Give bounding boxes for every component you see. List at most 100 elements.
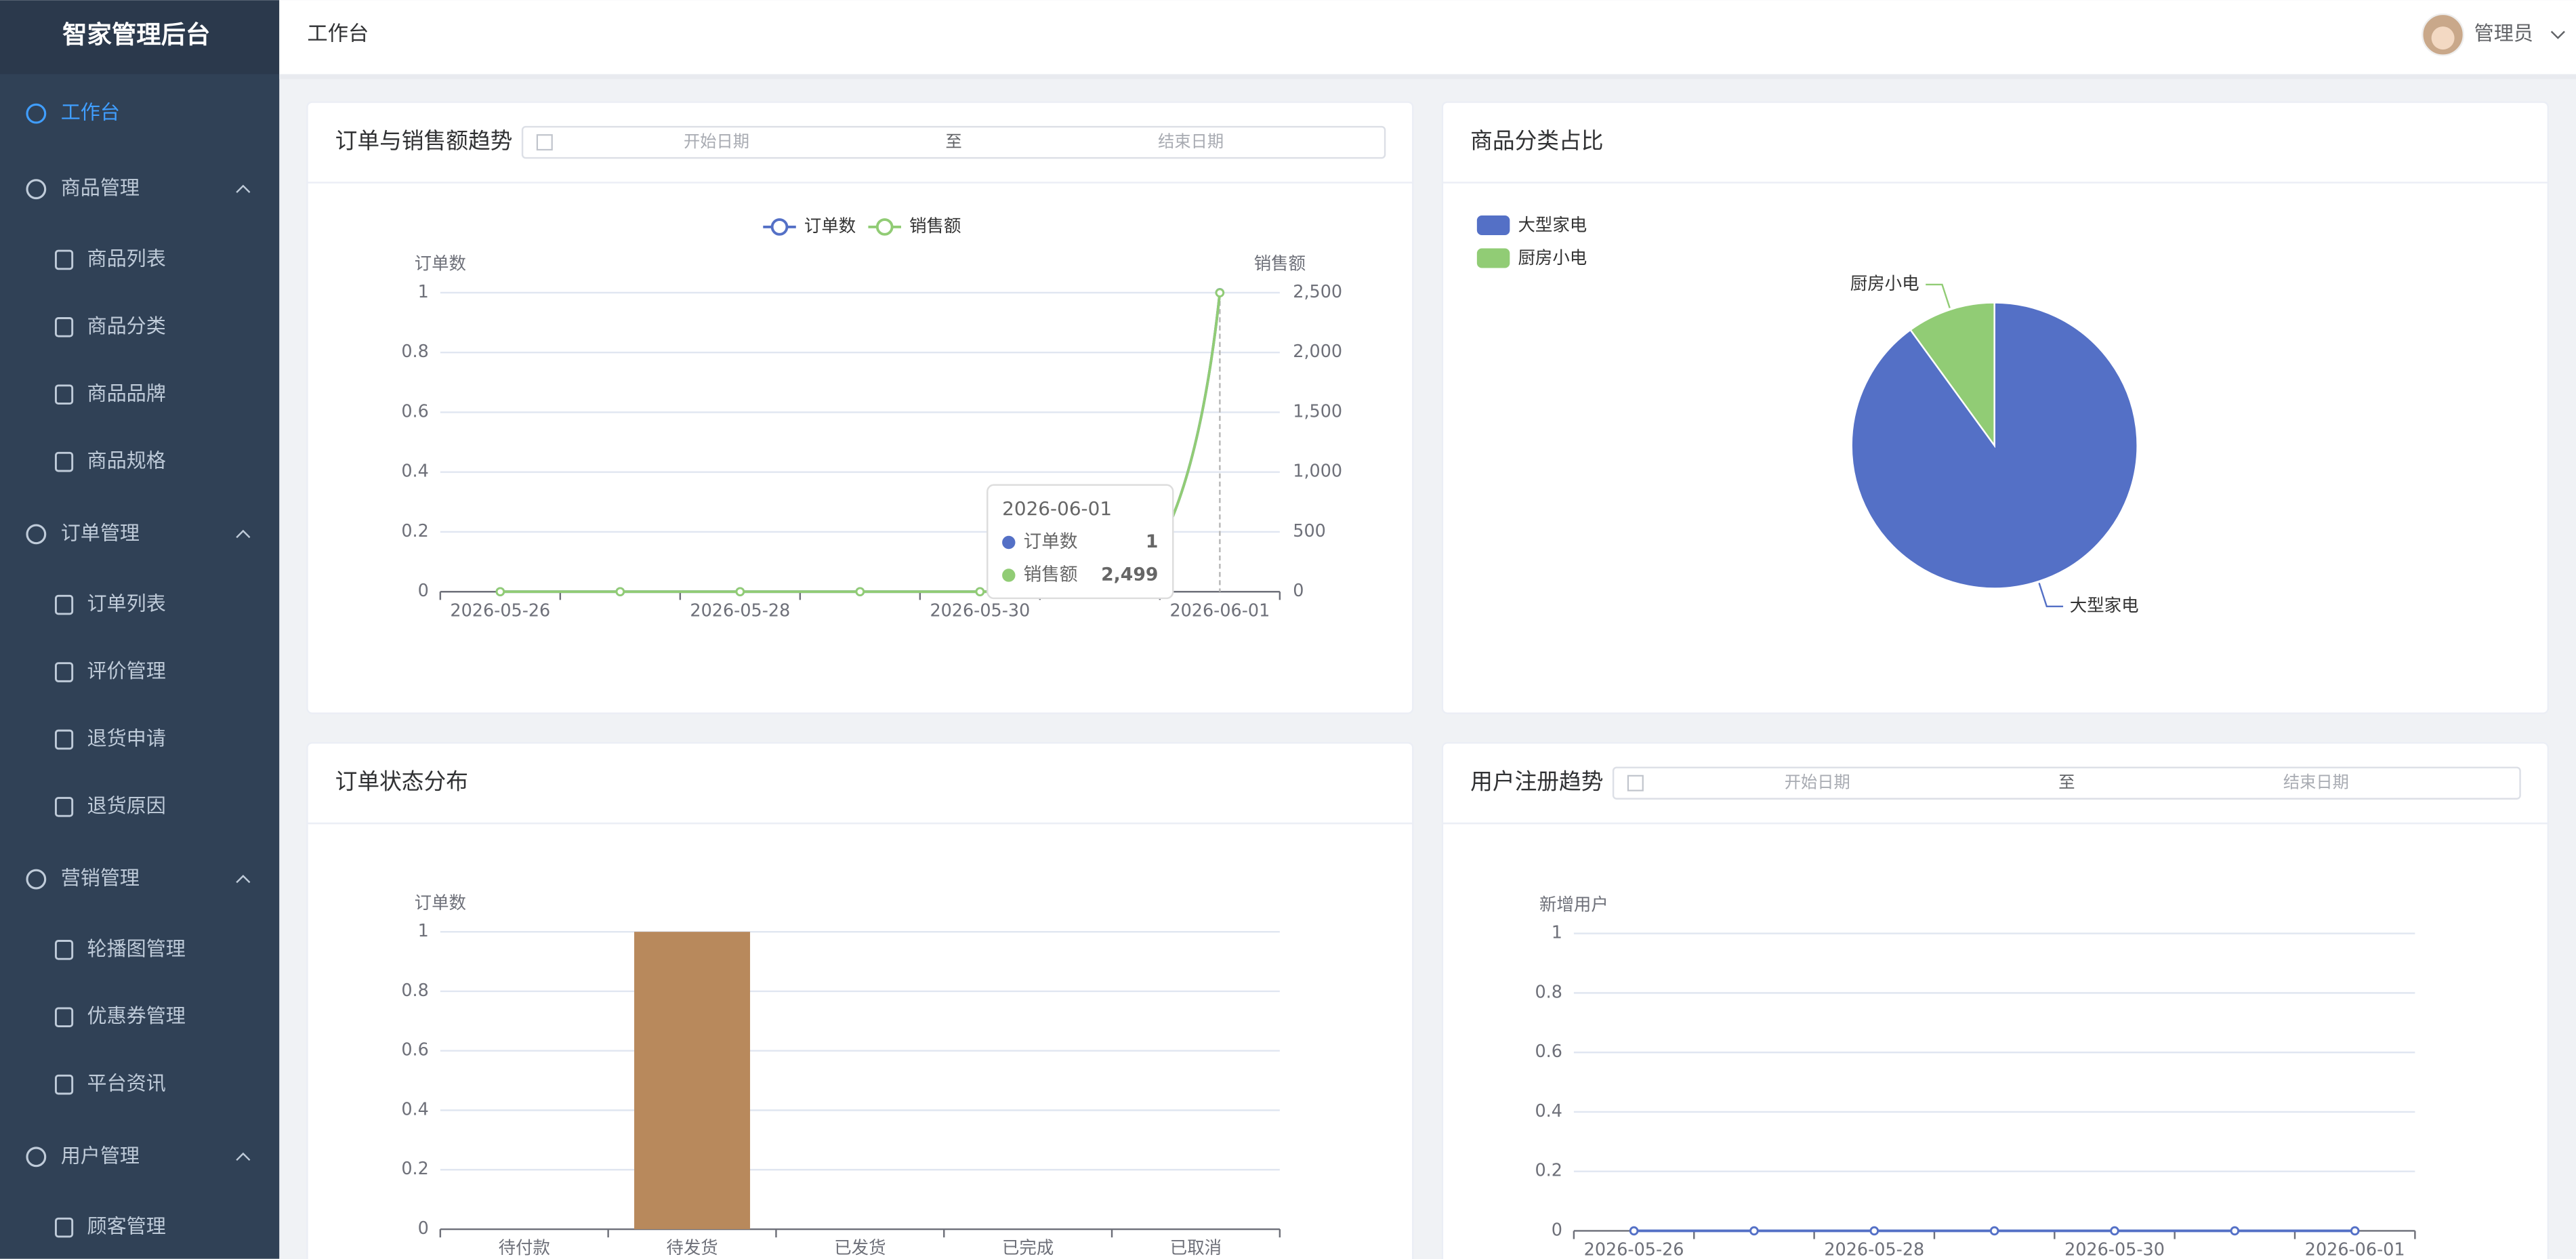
menu-icon <box>26 179 47 200</box>
y-tick-label: 0.6 <box>1535 1041 1562 1062</box>
start-date[interactable]: 开始日期 <box>1785 772 1850 792</box>
menu-label[interactable]: 工作台 <box>61 101 120 124</box>
y-tick-label: 1 <box>418 921 429 941</box>
x-tick-label: 已取消 <box>1170 1238 1222 1258</box>
submenu-label[interactable]: 退货申请 <box>87 726 166 749</box>
menu-label[interactable]: 商品管理 <box>61 176 140 199</box>
y-tick-label: 0.4 <box>1535 1101 1562 1121</box>
menu-label[interactable]: 营销管理 <box>61 867 140 890</box>
x-tick-label: 2026-06-01 <box>1169 600 1270 621</box>
submenu-icon <box>54 940 74 960</box>
menu-icon <box>26 524 47 545</box>
card <box>306 742 1414 1259</box>
line-point <box>735 587 745 597</box>
user-chevron[interactable] <box>2550 30 2565 39</box>
submenu-icon <box>54 662 74 682</box>
line-point <box>1869 1226 1879 1236</box>
submenu-label[interactable]: 商品品牌 <box>87 381 166 405</box>
line-point <box>1215 288 1225 297</box>
y-tick-label: 0.8 <box>1535 982 1562 1002</box>
submenu-icon <box>54 249 74 270</box>
legend-swatch[interactable] <box>1476 215 1510 236</box>
legend-marker[interactable] <box>875 218 894 236</box>
user-name[interactable]: 管理员 <box>2474 22 2533 45</box>
submenu-label[interactable]: 轮播图管理 <box>87 937 186 960</box>
card-title: 订单状态分布 <box>335 769 468 795</box>
legend-label[interactable]: 销售额 <box>909 216 961 236</box>
x-tick-label: 待发货 <box>666 1238 718 1258</box>
y-tick-label: 0.2 <box>401 1159 428 1179</box>
menu-item[interactable] <box>0 157 279 222</box>
menu-chevron <box>236 184 251 193</box>
x-tick-label: 待付款 <box>499 1238 550 1258</box>
x-tick-label: 2026-06-01 <box>2305 1240 2405 1259</box>
submenu-icon <box>54 1007 74 1028</box>
header <box>279 0 2576 75</box>
y2-tick-label: 500 <box>1293 521 1326 541</box>
line-point <box>2230 1226 2240 1236</box>
line-point <box>2110 1226 2119 1236</box>
x-tick-label: 2026-05-26 <box>1584 1240 1684 1259</box>
menu-icon <box>26 103 47 124</box>
end-date[interactable]: 结束日期 <box>2283 772 2349 792</box>
bar <box>634 932 751 1230</box>
submenu-icon <box>54 594 74 615</box>
submenu-label[interactable]: 评价管理 <box>87 659 166 682</box>
menu-item[interactable] <box>0 501 279 567</box>
y2-tick-label: 2,000 <box>1293 342 1342 362</box>
submenu-icon <box>54 1074 74 1095</box>
date-range-picker[interactable] <box>1612 766 2521 800</box>
x-tick-label: 已完成 <box>1002 1238 1054 1258</box>
y2-tick-label: 0 <box>1293 581 1304 601</box>
menu-label[interactable]: 用户管理 <box>61 1144 140 1167</box>
submenu-label[interactable]: 商品规格 <box>87 449 166 472</box>
menu-chevron <box>236 874 251 884</box>
x-tick-label: 2026-05-26 <box>450 600 550 621</box>
line-point <box>975 587 985 597</box>
submenu-label[interactable]: 订单列表 <box>87 592 166 615</box>
legend-swatch[interactable] <box>1476 248 1510 268</box>
y-axis-name: 订单数 <box>415 893 466 913</box>
submenu-label[interactable]: 退货原因 <box>87 794 166 817</box>
menu-item[interactable] <box>0 846 279 912</box>
legend-marker[interactable] <box>770 218 789 236</box>
y2-tick-label: 1,500 <box>1293 401 1342 421</box>
submenu-label[interactable]: 顾客管理 <box>87 1215 166 1238</box>
date-range-picker[interactable] <box>521 125 1386 159</box>
submenu-label[interactable]: 商品分类 <box>87 314 166 337</box>
app-title: 智家管理后台 <box>62 20 210 49</box>
y-tick-label: 0.4 <box>401 1099 428 1119</box>
pie-leader <box>2038 582 2064 608</box>
submenu-icon <box>54 451 74 472</box>
submenu-icon <box>54 317 74 337</box>
end-date[interactable]: 结束日期 <box>1158 131 1224 151</box>
submenu-label[interactable]: 商品列表 <box>87 247 166 270</box>
menu-label[interactable]: 订单管理 <box>61 521 140 544</box>
submenu-label[interactable]: 平台资讯 <box>87 1072 166 1095</box>
breadcrumb: 工作台 <box>307 22 369 46</box>
line-point <box>855 587 865 597</box>
menu-item[interactable] <box>0 1124 279 1190</box>
x-tick-label: 2026-05-28 <box>1824 1240 1924 1259</box>
y-tick-label: 0.6 <box>401 401 428 421</box>
line-point <box>1629 1226 1639 1236</box>
calendar-icon <box>536 134 553 151</box>
y-tick-label: 0.4 <box>401 461 428 482</box>
start-date[interactable]: 开始日期 <box>684 131 749 151</box>
menu-item[interactable] <box>0 81 279 146</box>
menu-chevron <box>236 1152 251 1161</box>
y-tick-label: 0.2 <box>401 521 428 541</box>
legend-label[interactable]: 大型家电 <box>1518 215 1587 236</box>
tooltip-value: 2,499 <box>1101 564 1158 585</box>
x-tick-label: 2026-05-30 <box>2064 1240 2165 1259</box>
legend-label[interactable]: 订单数 <box>804 216 856 236</box>
legend-label[interactable]: 厨房小电 <box>1518 248 1587 268</box>
card-title: 订单与销售额趋势 <box>335 128 513 154</box>
tooltip-marker <box>1002 535 1016 550</box>
tooltip-title: 2026-06-01 <box>1002 497 1112 520</box>
card <box>306 101 1414 714</box>
pie-slice <box>1909 302 1995 449</box>
tooltip-series-name: 销售额 <box>1024 564 1078 585</box>
submenu-label[interactable]: 优惠券管理 <box>87 1004 186 1027</box>
